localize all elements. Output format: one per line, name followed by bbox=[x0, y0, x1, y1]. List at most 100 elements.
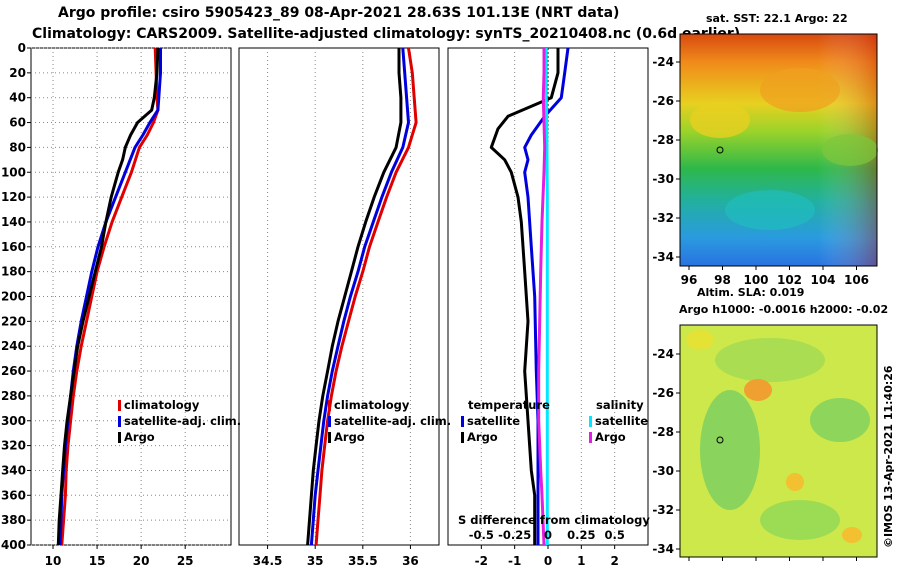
legend-label-climatology: climatology bbox=[334, 398, 410, 412]
legend-swatch-temp-satellite bbox=[461, 416, 464, 427]
top-tick-label: -0.5 bbox=[469, 528, 494, 542]
legend-label-satellite: satellite-adj. clim. bbox=[334, 414, 451, 428]
difference-series-group bbox=[489, 48, 570, 545]
legend-label-satellite: satellite-adj. clim. bbox=[124, 414, 241, 428]
legend-swatch-climatology bbox=[118, 400, 121, 411]
legend-label-argo: Argo bbox=[124, 430, 155, 444]
legend-swatch-climatology bbox=[328, 400, 331, 411]
salinity-series-group bbox=[306, 48, 418, 545]
x-tick-label: 0 bbox=[544, 554, 552, 568]
sla-blob bbox=[700, 390, 760, 510]
legend-header-temperature: temperature bbox=[468, 398, 550, 412]
lon-tick-label: 96 bbox=[681, 273, 698, 287]
sst-map-title: sat. SST: 22.1 Argo: 22 bbox=[706, 12, 848, 25]
sst-blob bbox=[690, 102, 750, 138]
lon-tick-label: 106 bbox=[844, 273, 869, 287]
depth-tick-label: 320 bbox=[1, 439, 26, 453]
salinity-line-climatology bbox=[314, 48, 418, 545]
legend-label-climatology: climatology bbox=[124, 398, 200, 412]
sst-blob bbox=[725, 190, 815, 230]
x-tick-label: 25 bbox=[177, 554, 194, 568]
depth-tick-label: 160 bbox=[1, 240, 26, 254]
grid bbox=[31, 47, 616, 546]
temperature-line-climatology bbox=[60, 48, 160, 545]
sla-blob bbox=[810, 398, 870, 442]
x-tick-label: 20 bbox=[133, 554, 150, 568]
sla-blob bbox=[760, 500, 840, 540]
top-tick-label: 0.5 bbox=[604, 528, 624, 542]
depth-tick-label: 0 bbox=[18, 41, 26, 55]
depth-tick-label: 120 bbox=[1, 190, 26, 204]
top-tick-label: 0.25 bbox=[567, 528, 595, 542]
lat-tick-label: -24 bbox=[652, 347, 674, 361]
sla-blob bbox=[715, 338, 825, 382]
x-tick-label: 35.5 bbox=[348, 554, 378, 568]
temperature-legend: climatology satellite-adj. clim. Argo bbox=[118, 398, 241, 444]
sla-map-frame bbox=[679, 324, 878, 558]
x-tick-label: 34.5 bbox=[253, 554, 283, 568]
lat-tick-label: -28 bbox=[652, 133, 674, 147]
depth-tick-label: 260 bbox=[1, 364, 26, 378]
difference-title: S difference from climatology bbox=[458, 513, 650, 527]
legend-label-argo: Argo bbox=[334, 430, 365, 444]
lat-tick-label: -30 bbox=[652, 172, 674, 186]
lat-tick-label: -30 bbox=[652, 464, 674, 478]
lat-tick-label: -32 bbox=[652, 503, 674, 517]
lat-tick-label: -34 bbox=[652, 542, 674, 556]
depth-axis: 0 20 40 60 80 100 120 140 160 180 200 220 240 260 280 3… bbox=[1, 41, 31, 552]
top-tick-label: -0.25 bbox=[498, 528, 531, 542]
x-tick-label: 10 bbox=[45, 554, 62, 568]
sla-title-2: Argo h1000: -0.0016 h2000: -0.02 bbox=[679, 303, 888, 316]
sst-blob bbox=[760, 68, 840, 112]
legend-swatch-temp-argo bbox=[461, 432, 464, 443]
depth-tick-label: 400 bbox=[1, 538, 26, 552]
x-tick-label: 36 bbox=[402, 554, 419, 568]
depth-tick-label: 240 bbox=[1, 339, 26, 353]
legend-label-temp-argo: Argo bbox=[467, 430, 498, 444]
depth-tick-label: 360 bbox=[1, 488, 26, 502]
lat-tick-label: -24 bbox=[652, 55, 674, 69]
sla-lat-axis: -24 -26 -28 -30 -32 -34 bbox=[652, 347, 857, 561]
sst-lat-axis: -24 -26 -28 -30 -32 -34 bbox=[652, 55, 680, 264]
legend-header-salinity: salinity bbox=[596, 398, 644, 412]
sst-blob bbox=[822, 134, 878, 166]
sla-high-blob bbox=[842, 527, 862, 543]
lat-tick-label: -26 bbox=[652, 386, 674, 400]
legend-swatch-satellite bbox=[328, 416, 331, 427]
x-tick-label: 15 bbox=[89, 554, 106, 568]
title-line-2: Climatology: CARS2009. Satellite-adjuste… bbox=[32, 26, 741, 42]
legend-swatch-argo bbox=[118, 432, 121, 443]
difference-top-ticks: -0.5 -0.25 0 0.25 0.5 bbox=[469, 528, 625, 542]
legend-swatch-satellite bbox=[118, 416, 121, 427]
argo-position-marker bbox=[716, 146, 724, 154]
argo-position-marker bbox=[716, 436, 724, 444]
depth-tick-label: 20 bbox=[9, 66, 26, 80]
top-tick-label: 0 bbox=[544, 528, 552, 542]
difference-line-salinity-argo bbox=[537, 48, 547, 545]
sla-map bbox=[679, 324, 878, 558]
lat-tick-label: -28 bbox=[652, 425, 674, 439]
legend-swatch-sal-argo bbox=[589, 432, 592, 443]
depth-tick-label: 340 bbox=[1, 463, 26, 477]
depth-tick-label: 200 bbox=[1, 290, 26, 304]
legend-swatch-sal-satellite bbox=[589, 416, 592, 427]
x-tick-label: 35 bbox=[307, 554, 324, 568]
legend-swatch-argo bbox=[328, 432, 331, 443]
legend-label-sal-satellite: satellite bbox=[595, 414, 648, 428]
legend-label-sal-argo: Argo bbox=[595, 430, 626, 444]
x-tick-label: -1 bbox=[508, 554, 521, 568]
sst-map bbox=[679, 33, 878, 267]
lon-tick-label: 100 bbox=[743, 273, 768, 287]
depth-tick-label: 100 bbox=[1, 165, 26, 179]
lat-tick-label: -26 bbox=[652, 94, 674, 108]
depth-tick-label: 40 bbox=[9, 91, 26, 105]
depth-tick-label: 60 bbox=[9, 116, 26, 130]
sla-high-blob bbox=[744, 379, 772, 401]
depth-tick-label: 220 bbox=[1, 314, 26, 328]
difference-line-salinity-satellite bbox=[544, 48, 549, 545]
title-line-1: Argo profile: csiro 5905423_89 08-Apr-20… bbox=[58, 5, 620, 21]
credit-label: ©IMOS 13-Apr-2021 11:40:26 bbox=[882, 365, 895, 548]
sst-lon-axis: 96 98 100 102 104 106 bbox=[681, 266, 869, 287]
depth-tick-label: 300 bbox=[1, 414, 26, 428]
